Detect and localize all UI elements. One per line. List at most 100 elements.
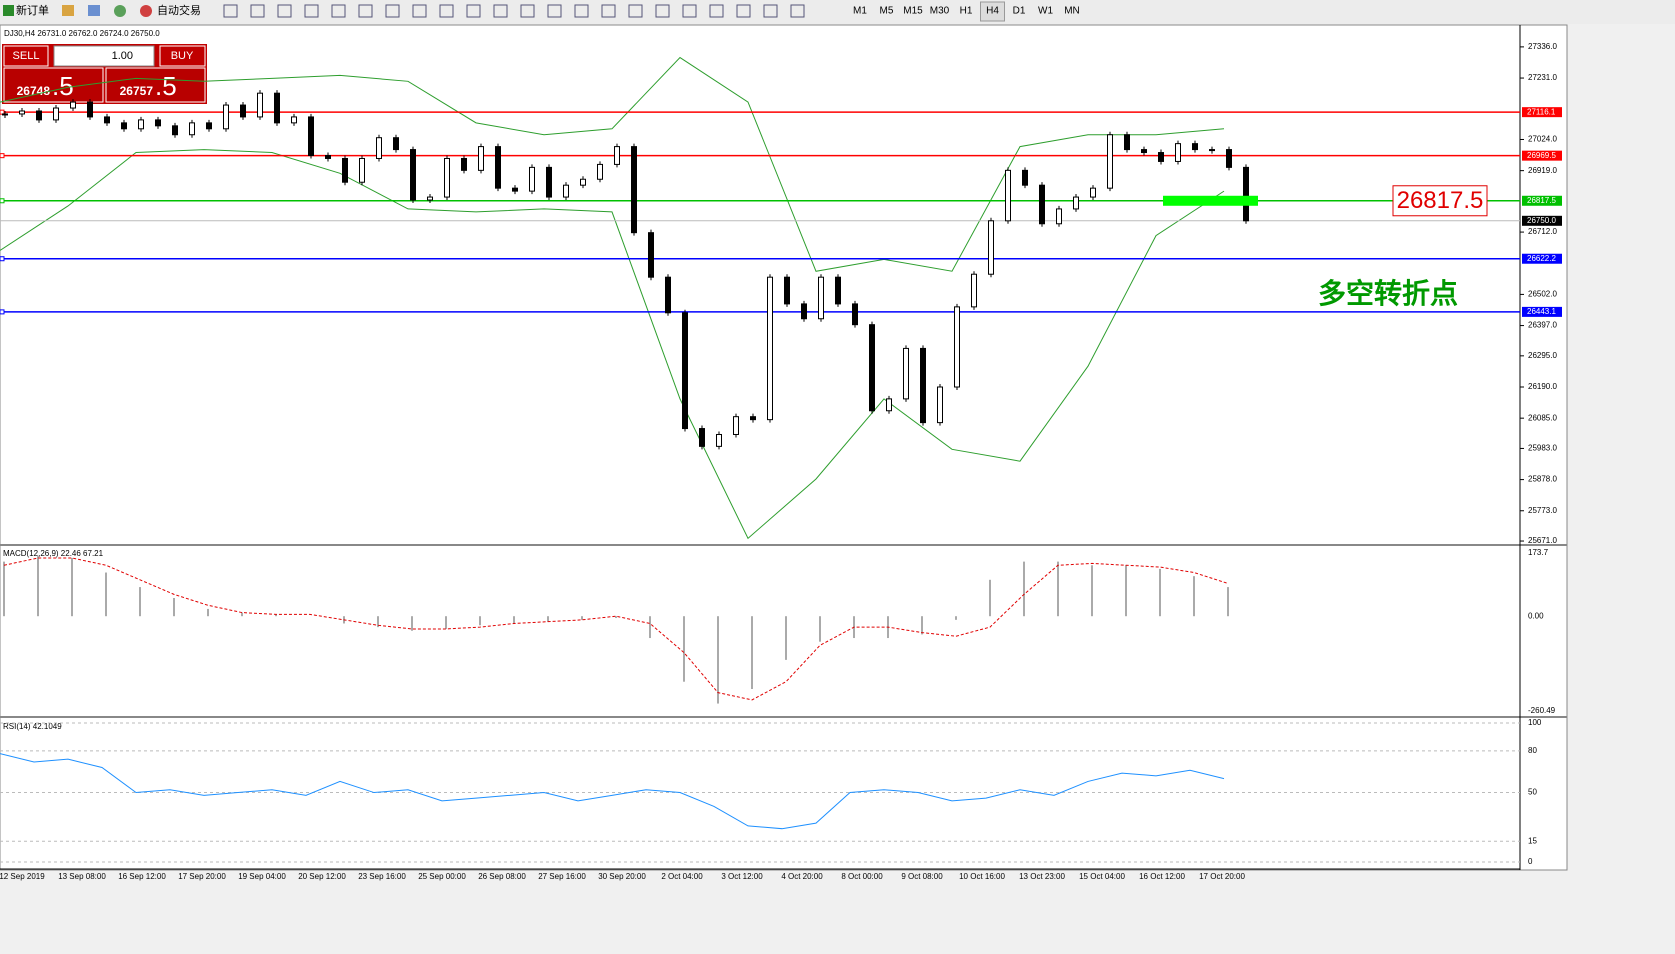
macd-bar [819, 616, 821, 642]
macd-bar [1057, 561, 1059, 617]
tool-icon[interactable] [682, 4, 697, 18]
timeframe-button[interactable]: M1 [853, 6, 867, 17]
candle [104, 116, 110, 124]
candle [852, 303, 858, 326]
timeframe-button[interactable]: M5 [880, 6, 894, 17]
rsi-tick-label: 80 [1528, 746, 1537, 755]
timeframe-button[interactable]: M30 [930, 6, 950, 17]
x-tick-label: 17 Oct 20:00 [1199, 872, 1245, 881]
tool-icon[interactable] [412, 4, 427, 18]
buy-label[interactable]: BUY [171, 50, 194, 62]
tool-icon[interactable] [628, 4, 643, 18]
tool-icon[interactable] [790, 4, 805, 18]
macd-bar [683, 616, 685, 682]
timeframe-button[interactable]: M15 [903, 6, 923, 17]
ask-box[interactable] [105, 67, 206, 103]
candle [1192, 143, 1198, 151]
tool-icon[interactable] [547, 4, 562, 18]
candle [529, 166, 535, 192]
candle [920, 347, 926, 424]
sell-label[interactable]: SELL [13, 50, 40, 62]
tool-icon[interactable] [709, 4, 724, 18]
candle [733, 416, 739, 435]
tool-icon[interactable] [520, 4, 535, 18]
buy-button[interactable] [159, 45, 206, 67]
level-handle [0, 198, 5, 204]
candle [1243, 166, 1249, 222]
auto-trading-button[interactable]: 自动交易 [157, 3, 201, 17]
candle [189, 122, 195, 136]
candle [2, 113, 8, 116]
candle [886, 398, 892, 412]
candle [1141, 149, 1147, 154]
candle [546, 166, 552, 198]
x-tick-label: 16 Oct 12:00 [1139, 872, 1185, 881]
y-tick-label: 25773.0 [1528, 506, 1557, 515]
level-label: 26969.5 [1527, 151, 1556, 160]
tool-icon[interactable] [601, 4, 616, 18]
tool-icon[interactable] [223, 4, 238, 18]
rsi-tick-label: 0 [1528, 857, 1533, 866]
macd-bar [649, 616, 651, 639]
y-tick-label: 26712.0 [1528, 227, 1557, 236]
timeframe-button[interactable]: W1 [1038, 6, 1053, 17]
new-order-icon[interactable] [3, 5, 14, 16]
x-tick-label: 17 Sep 20:00 [178, 872, 226, 881]
level-label: 26817.5 [1527, 196, 1556, 205]
bid-price[interactable]: 26748 [17, 84, 51, 98]
x-tick-label: 10 Oct 16:00 [959, 872, 1005, 881]
x-tick-label: 15 Oct 04:00 [1079, 872, 1125, 881]
macd-bar [1023, 561, 1025, 617]
candle [87, 101, 93, 118]
tool-icon[interactable] [439, 4, 454, 18]
tool-icon[interactable] [763, 4, 778, 18]
candle [988, 220, 994, 275]
timeframe-button[interactable]: H1 [960, 6, 973, 17]
tool-icon[interactable] [655, 4, 670, 18]
x-tick-label: 12 Sep 2019 [0, 872, 45, 881]
rsi-label: RSI(14) 42.1049 [3, 722, 62, 731]
candle [240, 104, 246, 118]
chart-window [0, 24, 1568, 871]
ask-price[interactable]: 26757 [120, 84, 154, 98]
tool-icon[interactable] [574, 4, 589, 18]
candle [1073, 196, 1079, 210]
y-tick-label: 25671.0 [1528, 536, 1557, 545]
lots-input[interactable] [53, 45, 155, 67]
tool-icon[interactable] [385, 4, 400, 18]
level-handle [0, 153, 5, 159]
macd-bar [513, 616, 515, 624]
tool-icon[interactable] [304, 4, 319, 18]
tool-icon[interactable] [358, 4, 373, 18]
auto-trading-icon[interactable] [140, 5, 152, 17]
icon[interactable] [114, 5, 126, 17]
level-tag [1522, 306, 1562, 317]
macd-bar [377, 616, 379, 628]
macd-tick-label: 0.00 [1528, 611, 1544, 620]
macd-bar [751, 616, 753, 689]
timeframe-button[interactable]: D1 [1013, 6, 1026, 17]
y-tick-label: 26919.0 [1528, 166, 1557, 175]
lots-value[interactable]: 1.00 [112, 50, 133, 62]
candle [172, 125, 178, 136]
tool-icon[interactable] [331, 4, 346, 18]
tool-icon[interactable] [466, 4, 481, 18]
macd-bar [717, 616, 719, 704]
tool-icon[interactable] [493, 4, 508, 18]
new-order-button[interactable]: 新订单 [16, 3, 49, 17]
tool-icon[interactable] [736, 4, 751, 18]
candle [155, 119, 161, 127]
tool-icon[interactable] [250, 4, 265, 18]
tool-icon[interactable] [277, 4, 292, 18]
sell-button[interactable] [3, 45, 49, 67]
timeframe-button[interactable]: MN [1064, 6, 1080, 17]
annotation-price: 26817.5 [1397, 187, 1484, 214]
bid-fraction[interactable]: .5 [52, 71, 74, 101]
timeframe-button[interactable]: H4 [986, 6, 999, 17]
icon[interactable] [88, 5, 100, 16]
icon[interactable] [62, 5, 74, 16]
ask-fraction[interactable]: .5 [155, 71, 177, 101]
macd-bar [955, 616, 957, 620]
candle [1090, 187, 1096, 198]
candle [223, 104, 229, 130]
